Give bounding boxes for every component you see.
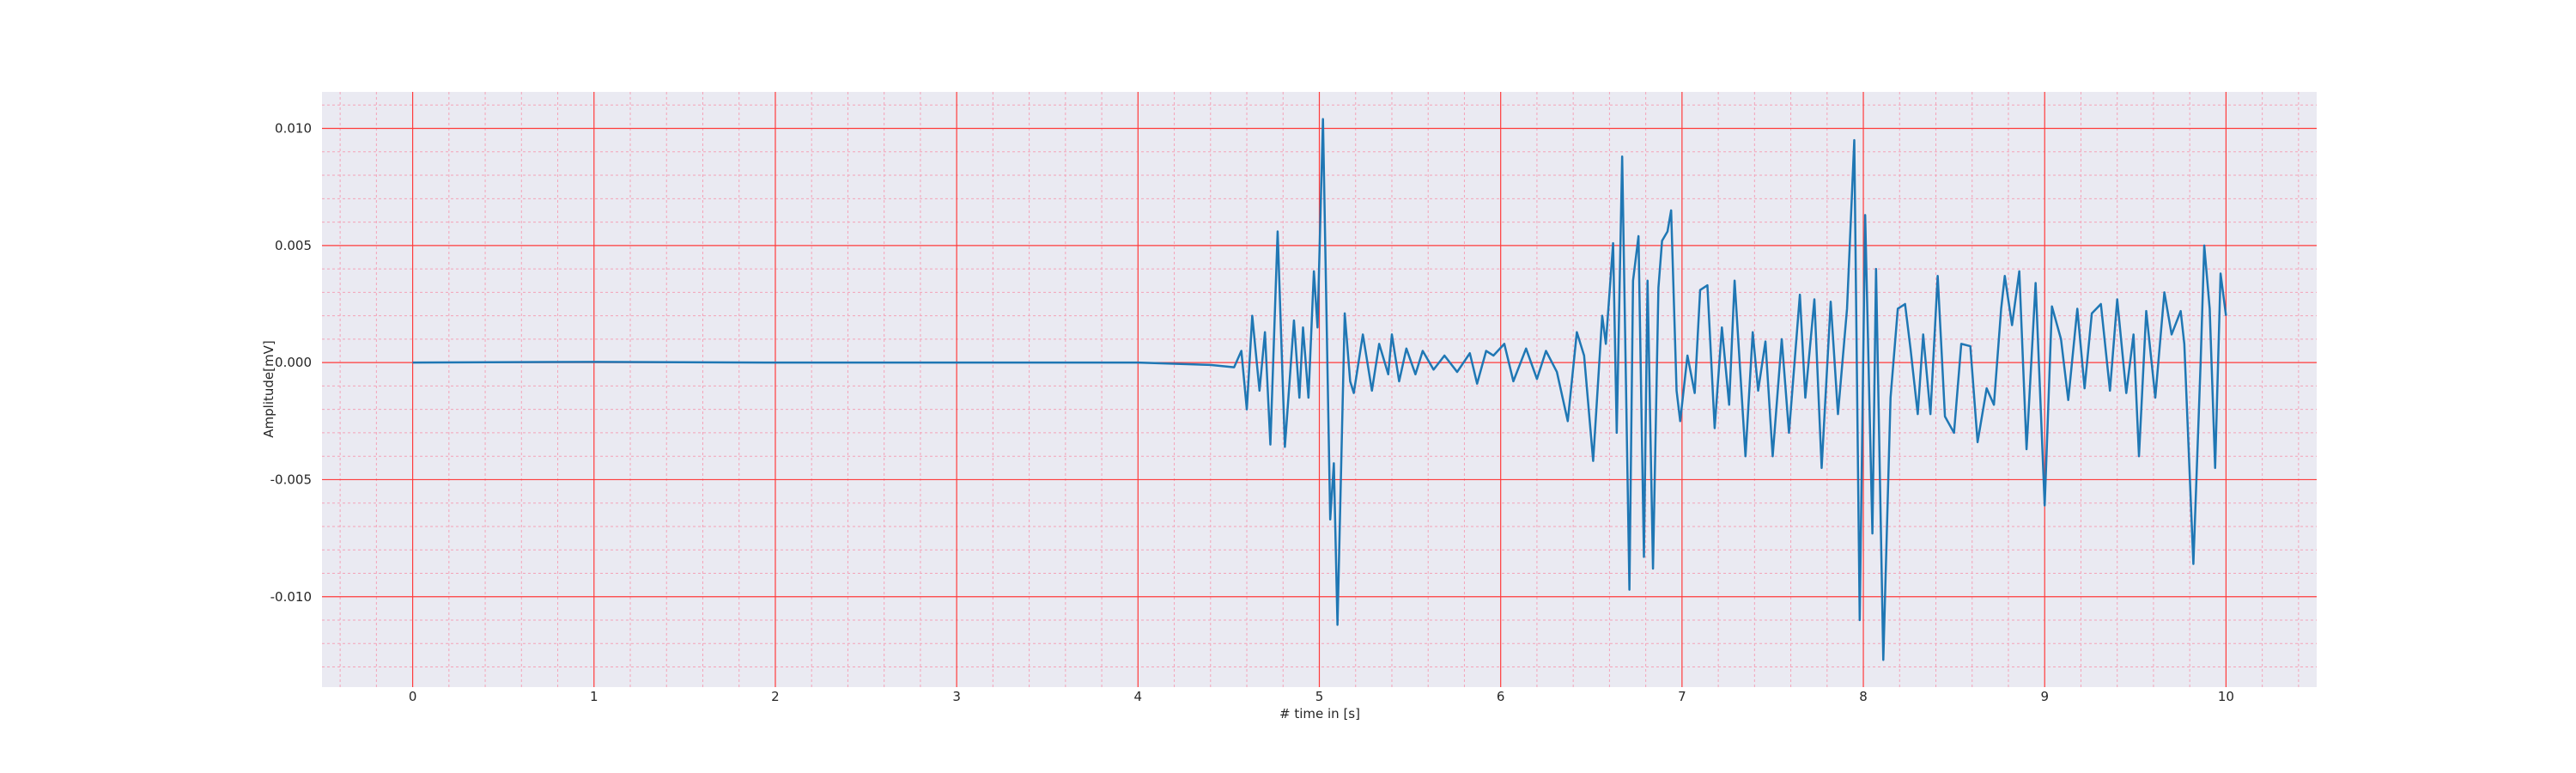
y-tick-label: -0.005 <box>270 472 312 487</box>
x-tick-label: 10 <box>2218 689 2234 704</box>
y-tick-label: -0.010 <box>270 589 312 605</box>
x-tick-label: 2 <box>771 689 780 704</box>
x-tick-label: 7 <box>1678 689 1686 704</box>
labels: 0 1 2 3 4 5 6 7 8 9 10 -0.010 -0.005 0.000 0.005 0.010 <box>270 121 2234 704</box>
y-axis-label: Amplitude[mV] <box>261 340 276 437</box>
x-tick-label: 4 <box>1134 689 1143 704</box>
x-axis-label: # time in [s] <box>1279 706 1360 721</box>
x-tick-label: 8 <box>1859 689 1868 704</box>
x-tick-label: 0 <box>409 689 417 704</box>
x-tick-label: 6 <box>1497 689 1505 704</box>
y-tick-label: 0.000 <box>275 355 312 370</box>
y-tick-label: 0.010 <box>275 121 312 137</box>
x-tick-label: 9 <box>2040 689 2049 704</box>
y-tick-label: 0.005 <box>275 238 312 253</box>
signal-line <box>412 118 2227 661</box>
x-tick-label: 3 <box>952 689 961 704</box>
x-tick-label: 5 <box>1315 689 1324 704</box>
marks <box>412 118 2227 661</box>
x-tick-label: 1 <box>590 689 598 704</box>
